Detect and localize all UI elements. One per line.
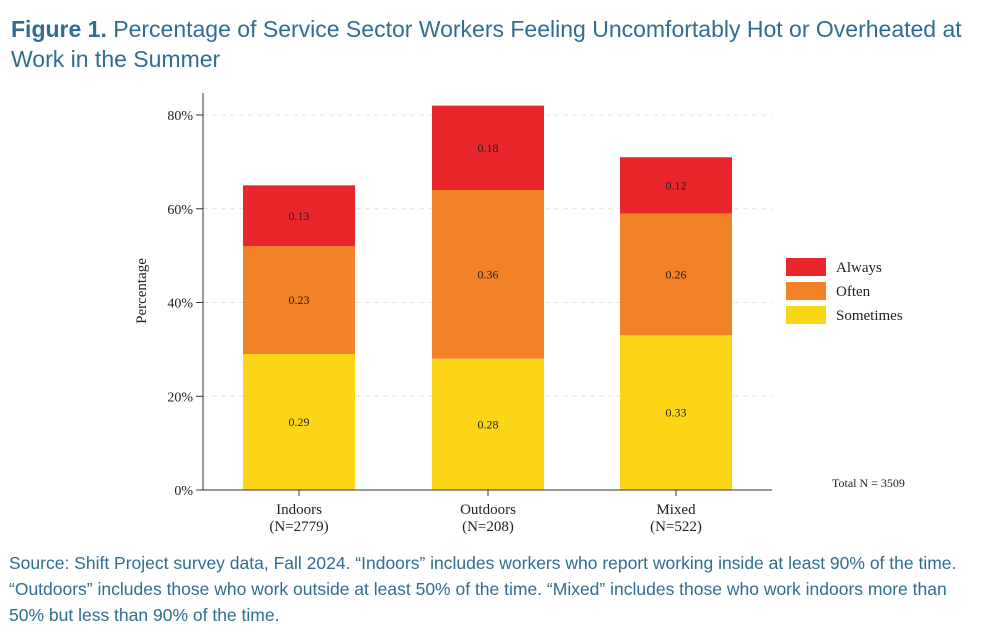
x-tick-label: Indoors <box>276 502 322 518</box>
bar-value-label: 0.29 <box>289 415 310 429</box>
bar-segment-often <box>432 190 544 359</box>
x-tick-label: Outdoors <box>460 502 516 518</box>
bar-value-label: 0.12 <box>666 178 687 192</box>
bar-segment-often <box>620 213 732 336</box>
y-tick-label: 0% <box>174 484 193 499</box>
legend-swatch-always <box>786 258 826 276</box>
bar-value-label: 0.18 <box>478 141 499 155</box>
bar-segment-sometimes <box>243 354 355 490</box>
x-tick-sublabel: (N=2779) <box>269 519 328 535</box>
bar-segment-sometimes <box>620 335 732 490</box>
legend-label: Often <box>836 284 871 300</box>
bar-value-label: 0.23 <box>289 293 310 307</box>
y-tick-label: 60% <box>167 203 193 218</box>
legend-swatch-often <box>786 282 826 300</box>
figure-title-text: Percentage of Service Sector Workers Fee… <box>11 16 962 72</box>
total-n-annotation: Total N = 3509 <box>832 476 905 490</box>
legend-label: Always <box>836 260 882 276</box>
bar-value-label: 0.13 <box>289 209 310 223</box>
bar-segment-sometimes <box>432 358 544 490</box>
legend-label: Sometimes <box>836 308 903 324</box>
bar-segment-always <box>432 105 544 190</box>
legend: Always Often Sometimes <box>786 258 903 324</box>
bar-segment-often <box>243 246 355 355</box>
axes: 0%20%40%60%80%Indoors(N=2779)Outdoors(N=… <box>134 93 905 535</box>
x-tick-sublabel: (N=522) <box>650 519 702 535</box>
y-tick-label: 80% <box>167 109 193 124</box>
bar-value-label: 0.28 <box>478 417 499 431</box>
legend-swatch-sometimes <box>786 306 826 324</box>
bar-value-label: 0.33 <box>666 406 687 420</box>
x-tick-sublabel: (N=208) <box>462 519 514 535</box>
bar-segment-always <box>243 185 355 247</box>
bar-value-label: 0.36 <box>478 267 499 281</box>
y-axis-label: Percentage <box>134 258 150 324</box>
bar-segment-always <box>620 157 732 214</box>
bar-value-label: 0.26 <box>666 267 687 281</box>
y-tick-label: 20% <box>167 390 193 405</box>
figure-title: Figure 1. Percentage of Service Sector W… <box>11 14 986 74</box>
figure-label: Figure 1. <box>11 16 107 42</box>
bars: 0.29 0.23 0.13 0.28 0.36 0.18 0.33 0.26 0.12 <box>243 105 732 490</box>
y-tick-label: 40% <box>167 297 193 312</box>
source-note: Source: Shift Project survey data, Fall … <box>9 553 957 625</box>
stacked-bar-chart: 0.29 0.23 0.13 0.28 0.36 0.18 0.33 0.26 0.12 0% 2… <box>134 93 905 535</box>
x-tick-label: Mixed <box>656 502 696 518</box>
